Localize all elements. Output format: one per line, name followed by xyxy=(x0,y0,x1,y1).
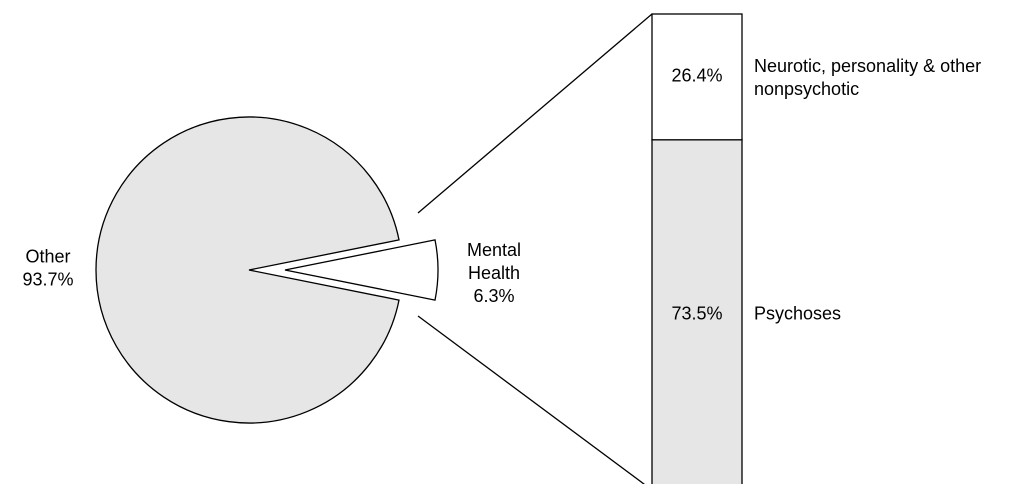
bar-value-label-psychoses: 73.5% xyxy=(671,304,722,324)
connector-lines xyxy=(417,13,653,484)
bar-value-label-neurotic-personality-other: 26.4% xyxy=(671,66,722,86)
pie-label-other-line-2: 93.7% xyxy=(22,269,73,289)
pie xyxy=(95,116,439,424)
bar-name-label-neurotic-personality-other-line-1: Neurotic, personality & other xyxy=(754,56,981,76)
stacked-bar xyxy=(651,13,743,484)
bar-segment-psychoses xyxy=(651,139,743,484)
labels: Other 93.7% Mental Health 6.3% 73.5% Psychoses… xyxy=(22,56,981,324)
pie-label-other-line-1: Other xyxy=(25,246,70,266)
pie-label-mental-health-line-1: Mental xyxy=(467,240,521,260)
pie-slice-other xyxy=(95,116,400,424)
bar-name-label-neurotic-personality-other-line-2: nonpsychotic xyxy=(754,79,859,99)
connector-line-bottom xyxy=(417,315,646,484)
bar-segment-neurotic-personality-other xyxy=(651,13,743,141)
bar-name-label-psychoses: Psychoses xyxy=(754,304,841,324)
pie-slice-mental-health xyxy=(284,239,439,301)
pie-label-mental-health-line-3: 6.3% xyxy=(473,286,514,306)
pie-label-mental-health-line-2: Health xyxy=(468,263,520,283)
connector-line-top xyxy=(417,13,653,214)
